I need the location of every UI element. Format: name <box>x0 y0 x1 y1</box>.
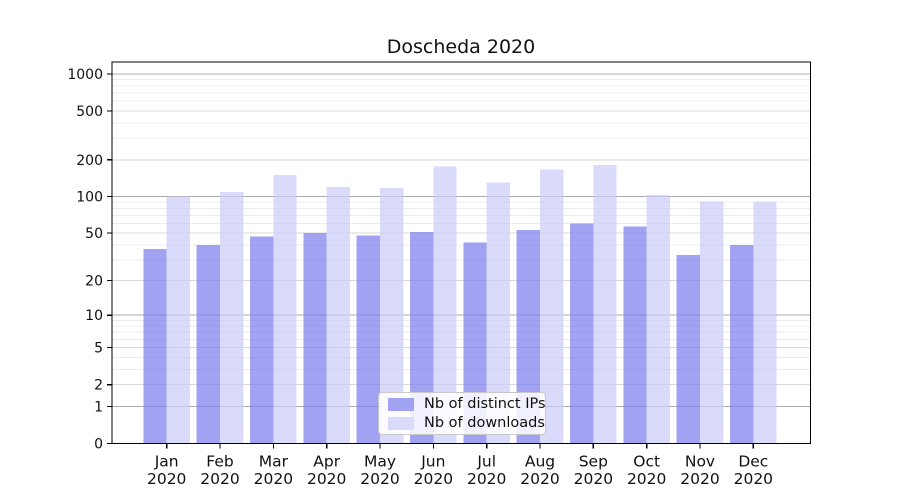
x-tick-label-dec: Dec <box>738 453 768 471</box>
x-tick-year-apr: 2020 <box>307 470 346 488</box>
x-tick-label-mar: Mar <box>259 453 289 471</box>
y-tick-label-5: 5 <box>94 341 103 357</box>
legend-label-distinct-ips: Nb of distinct IPs <box>424 395 546 412</box>
bar-downloads-dec <box>753 202 777 444</box>
x-tick-label-oct: Oct <box>633 453 660 471</box>
x-tick-year-nov: 2020 <box>680 470 719 488</box>
x-tick-year-mar: 2020 <box>254 470 293 488</box>
bar-distinct-ips-jan <box>143 248 167 444</box>
bar-distinct-ips-mar <box>250 236 274 444</box>
x-tick-label-may: May <box>364 453 396 471</box>
x-tick-label-jan: Jan <box>154 453 179 471</box>
bar-downloads-sep <box>593 165 617 444</box>
chart-title: Doscheda 2020 <box>387 36 535 58</box>
y-tick-label-200: 200 <box>76 153 103 169</box>
x-tick-label-aug: Aug <box>525 453 555 471</box>
legend-swatch-downloads <box>388 416 414 430</box>
y-tick-label-2: 2 <box>94 378 103 394</box>
bar-distinct-ips-apr <box>303 233 327 444</box>
x-tick-label-apr: Apr <box>313 453 340 471</box>
y-tick-label-1000: 1000 <box>67 67 103 83</box>
legend-item-downloads: Nb of downloads <box>388 414 545 431</box>
bar-downloads-apr <box>326 186 350 444</box>
legend: Nb of distinct IPs Nb of downloads <box>378 392 546 435</box>
legend-swatch-distinct-ips <box>388 397 414 411</box>
x-tick-label-jun: Jun <box>420 453 445 471</box>
axes <box>107 61 812 449</box>
y-tick-label-100: 100 <box>76 190 103 206</box>
x-tick-label-nov: Nov <box>685 453 715 471</box>
bar-downloads-mar <box>273 175 297 444</box>
x-tick-year-sep: 2020 <box>574 470 613 488</box>
bar-downloads-jan <box>166 196 190 444</box>
axis-labels: 01251020501002005001000Jan2020Feb2020Mar… <box>67 67 773 488</box>
bar-distinct-ips-jun <box>410 232 434 444</box>
y-tick-label-10: 10 <box>85 308 103 324</box>
legend-label-downloads: Nb of downloads <box>424 414 545 431</box>
x-tick-year-jun: 2020 <box>414 470 453 488</box>
x-tick-year-jul: 2020 <box>467 470 506 488</box>
bar-distinct-ips-oct <box>623 226 647 444</box>
x-tick-year-aug: 2020 <box>520 470 559 488</box>
y-tick-label-1: 1 <box>94 399 103 415</box>
bar-downloads-oct <box>646 195 670 444</box>
y-tick-label-50: 50 <box>85 226 103 242</box>
bar-downloads-nov <box>700 201 724 444</box>
x-tick-year-jan: 2020 <box>147 470 186 488</box>
bar-downloads-jul <box>486 182 510 444</box>
bar-distinct-ips-aug <box>516 230 541 444</box>
x-tick-year-oct: 2020 <box>627 470 666 488</box>
x-tick-year-dec: 2020 <box>734 470 773 488</box>
y-tick-label-500: 500 <box>76 104 103 120</box>
bars <box>143 165 777 444</box>
bar-distinct-ips-may <box>356 235 381 444</box>
x-tick-label-feb: Feb <box>206 453 233 471</box>
x-tick-label-jul: Jul <box>476 453 496 471</box>
bar-distinct-ips-sep <box>570 223 594 444</box>
x-tick-year-feb: 2020 <box>200 470 239 488</box>
bar-downloads-jun <box>433 166 457 444</box>
y-tick-label-20: 20 <box>85 274 103 290</box>
bar-distinct-ips-nov <box>676 254 700 444</box>
y-tick-label-0: 0 <box>94 437 103 453</box>
x-tick-year-may: 2020 <box>360 470 399 488</box>
bar-downloads-aug <box>540 169 564 444</box>
plot-border <box>111 61 812 445</box>
bar-distinct-ips-feb <box>196 244 221 444</box>
bar-downloads-feb <box>220 192 244 444</box>
bar-distinct-ips-dec <box>730 244 754 444</box>
bar-downloads-may <box>380 187 404 444</box>
x-tick-label-sep: Sep <box>579 453 608 471</box>
legend-item-distinct-ips: Nb of distinct IPs <box>388 395 546 412</box>
